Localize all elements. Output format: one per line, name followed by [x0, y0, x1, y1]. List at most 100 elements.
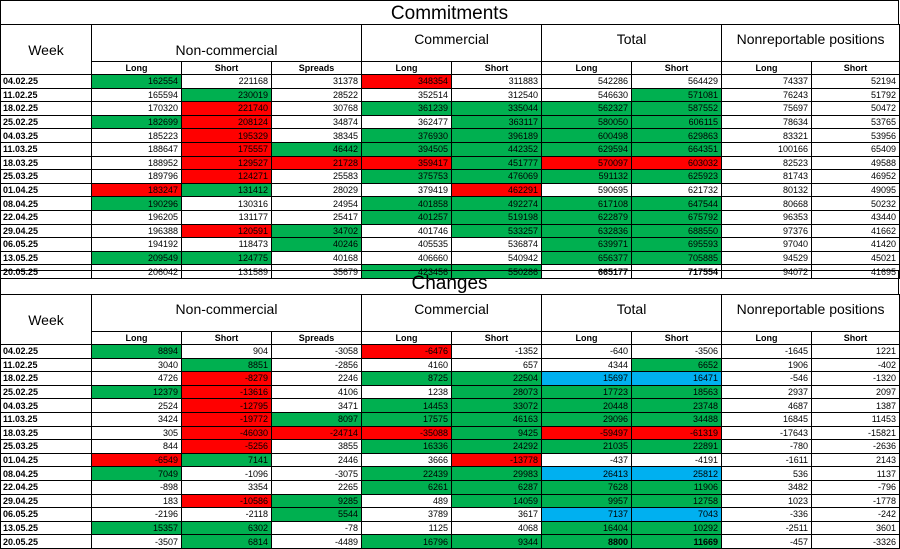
subheader: Short: [811, 331, 900, 345]
value-cell: -78: [270, 520, 363, 536]
value-cell: 664351: [631, 141, 723, 157]
week-cell: 22.04.25: [0, 479, 92, 495]
week-cell: 29.04.25: [0, 223, 92, 239]
value-cell: 4687: [721, 398, 813, 413]
value-cell: 6814: [181, 534, 272, 549]
value-cell: 622879: [541, 209, 633, 225]
value-cell: -15821: [811, 425, 900, 441]
value-cell: 46952: [811, 169, 900, 184]
table-row: 01.04.25 183247 131412 28029 379419 462291 590…: [0, 182, 900, 198]
subheader: Short: [631, 61, 723, 75]
value-cell: 2524: [91, 398, 182, 413]
value-cell: 74337: [721, 74, 813, 89]
value-cell: 4160: [361, 357, 453, 373]
nonreportable-header: Nonreportable positions: [721, 294, 900, 332]
value-cell: 533257: [451, 223, 543, 239]
value-cell: 40246: [270, 237, 363, 252]
value-cell: 348354: [361, 74, 453, 89]
value-cell: 29983: [451, 466, 543, 481]
value-cell: 2097: [811, 384, 900, 400]
value-cell: 97040: [721, 237, 813, 252]
value-cell: 675792: [631, 209, 723, 225]
value-cell: 600498: [541, 128, 633, 143]
week-cell: 18.02.25: [0, 101, 92, 116]
value-cell: -402: [811, 357, 900, 373]
week-cell: 18.03.25: [0, 425, 92, 441]
week-cell: 18.02.25: [0, 371, 92, 386]
value-cell: 695593: [631, 237, 723, 252]
value-cell: 170320: [91, 101, 182, 116]
value-cell: 705885: [631, 250, 723, 266]
value-cell: 124271: [181, 169, 272, 184]
value-cell: 16336: [361, 439, 453, 454]
value-cell: 34874: [270, 114, 363, 130]
value-cell: 1137: [811, 466, 900, 481]
value-cell: 185223: [91, 128, 182, 143]
value-cell: 46163: [451, 411, 543, 427]
value-cell: 96353: [721, 209, 813, 225]
value-cell: 3424: [91, 411, 182, 427]
value-cell: 23748: [631, 398, 723, 413]
value-cell: 462291: [451, 182, 543, 198]
value-cell: 9957: [541, 493, 633, 509]
value-cell: 230019: [181, 87, 272, 103]
value-cell: -780: [721, 439, 813, 454]
value-cell: 3617: [451, 507, 543, 522]
value-cell: -2856: [270, 357, 363, 373]
value-cell: 51792: [811, 87, 900, 103]
value-cell: 580050: [541, 114, 633, 130]
value-cell: -8279: [181, 371, 272, 386]
value-cell: 519198: [451, 209, 543, 225]
value-cell: -546: [721, 371, 813, 386]
week-cell: 25.03.25: [0, 439, 92, 454]
value-cell: -1611: [721, 452, 813, 468]
value-cell: 6261: [361, 479, 453, 495]
table-row: 20.05.25 206042 131589 35679 423456 550286 665…: [0, 264, 900, 279]
value-cell: 34488: [631, 411, 723, 427]
table-row: 18.02.25 170320 221740 30768 361239 335044 562…: [0, 101, 900, 116]
value-cell: 3789: [361, 507, 453, 522]
value-cell: 363117: [451, 114, 543, 130]
commitments-body: 04.02.25 162554 221168 31378 348354 311883 542…: [0, 74, 900, 279]
value-cell: 25417: [270, 209, 363, 225]
value-cell: 656377: [541, 250, 633, 266]
value-cell: 20448: [541, 398, 633, 413]
value-cell: 50472: [811, 101, 900, 116]
value-cell: 394505: [361, 141, 453, 157]
changes-title: Changes: [0, 270, 899, 294]
value-cell: 29096: [541, 411, 633, 427]
value-cell: 97376: [721, 223, 813, 239]
table-row: 25.02.25 12379 -13616 4106 1238 28073 17723 185…: [0, 384, 900, 400]
subheader-row: Long Short Spreads Long Short Long Short…: [1, 61, 900, 75]
table-row: 22.04.25 -898 3354 2265 6261 6287 7628 11906 348…: [0, 479, 900, 495]
week-cell: 11.03.25: [0, 141, 92, 157]
value-cell: 11453: [811, 411, 900, 427]
value-cell: 43440: [811, 209, 900, 225]
value-cell: -17643: [721, 425, 813, 441]
value-cell: 4344: [541, 357, 633, 373]
value-cell: 124775: [181, 250, 272, 266]
value-cell: 28073: [451, 384, 543, 400]
value-cell: 621732: [631, 182, 723, 198]
week-cell: 06.05.25: [0, 237, 92, 252]
value-cell: 16845: [721, 411, 813, 427]
value-cell: 189796: [91, 169, 182, 184]
value-cell: 131412: [181, 182, 272, 198]
value-cell: -1352: [451, 344, 543, 359]
value-cell: 22439: [361, 466, 453, 481]
value-cell: 21035: [541, 439, 633, 454]
total-header: Total: [541, 24, 723, 62]
value-cell: 629863: [631, 128, 723, 143]
value-cell: 8800: [541, 534, 633, 549]
value-cell: -1320: [811, 371, 900, 386]
value-cell: 16404: [541, 520, 633, 536]
value-cell: 401746: [361, 223, 453, 239]
value-cell: 76243: [721, 87, 813, 103]
week-header: Week: [0, 24, 92, 75]
changes-table: Week Non-commercial Commercial Total Non…: [0, 294, 900, 549]
subheader: Long: [91, 331, 182, 345]
value-cell: 40168: [270, 250, 363, 266]
value-cell: 562327: [541, 101, 633, 116]
value-cell: 24292: [451, 439, 543, 454]
value-cell: 359417: [361, 155, 453, 171]
